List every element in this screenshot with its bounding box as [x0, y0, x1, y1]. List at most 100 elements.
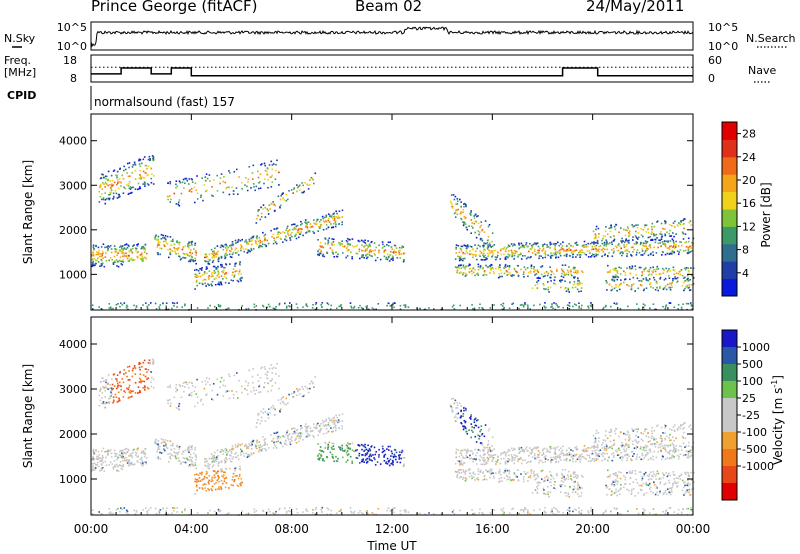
- power-echo-point: [170, 249, 173, 252]
- power-echo-point: [276, 227, 279, 229]
- power-echo-point: [677, 253, 680, 255]
- power-echo-point: [616, 275, 618, 278]
- power-echo-point: [657, 289, 659, 292]
- power-echo-point: [511, 303, 513, 305]
- power-echo-point: [601, 255, 603, 258]
- velocity-echo-point: [355, 457, 358, 459]
- power-echo-point: [483, 248, 486, 251]
- velocity-echo-point: [457, 449, 460, 451]
- velocity-echo-point: [358, 444, 361, 447]
- power-colorbar-swatch: [722, 191, 737, 210]
- power-echo-point: [682, 250, 685, 252]
- power-echo-point: [175, 186, 177, 189]
- velocity-echo-point: [112, 466, 115, 469]
- power-echo-point: [212, 250, 214, 253]
- power-echo-point: [131, 172, 134, 174]
- velocity-echo-point: [120, 467, 123, 470]
- velocity-echo-point: [129, 389, 132, 392]
- power-echo-point: [326, 251, 328, 254]
- power-echo-point: [479, 237, 482, 240]
- power-echo-point: [167, 182, 169, 184]
- velocity-echo-point: [510, 447, 513, 450]
- velocity-echo-point: [234, 444, 237, 446]
- power-echo-point: [348, 238, 350, 241]
- velocity-echo-point: [175, 407, 178, 409]
- velocity-echo-point: [139, 368, 141, 371]
- power-echo-point: [600, 248, 603, 251]
- power-echo-point: [109, 180, 111, 182]
- power-echo-point: [191, 252, 194, 255]
- velocity-echo-point: [552, 459, 554, 461]
- velocity-echo-point: [143, 387, 146, 389]
- power-echo-point: [669, 288, 672, 291]
- power-echo-point: [103, 183, 106, 185]
- velocity-echo-point: [454, 420, 457, 422]
- velocity-echo-point: [111, 383, 114, 386]
- power-echo-point: [479, 238, 482, 241]
- velocity-echo-point: [196, 478, 199, 481]
- power-echo-point: [307, 221, 310, 223]
- power-echo-point: [537, 245, 540, 248]
- power-echo-point: [681, 275, 684, 277]
- power-echo-point: [126, 305, 129, 308]
- velocity-echo-point: [132, 449, 134, 452]
- power-echo-point: [579, 283, 581, 285]
- velocity-echo-point: [159, 451, 161, 454]
- velocity-echo-point: [465, 409, 467, 412]
- power-echo-point: [676, 277, 679, 279]
- power-echo-point: [624, 239, 627, 242]
- velocity-echo-point: [375, 451, 377, 453]
- velocity-echo-point: [225, 456, 227, 459]
- velocity-echo-point: [549, 448, 552, 450]
- velocity-echo-point: [481, 434, 483, 436]
- power-echo-point: [91, 254, 93, 257]
- velocity-echo-point: [595, 453, 598, 455]
- power-echo-point: [277, 231, 279, 234]
- power-echo-point: [331, 217, 334, 220]
- velocity-echo-point: [220, 376, 223, 379]
- velocity-echo-point: [174, 455, 177, 458]
- power-echo-point: [690, 305, 693, 307]
- velocity-echo-point: [336, 420, 338, 423]
- power-echo-point: [101, 254, 104, 257]
- power-echo-point: [656, 221, 658, 223]
- power-echo-point: [293, 226, 296, 229]
- velocity-echo-point: [108, 401, 111, 403]
- power-echo-point: [295, 237, 298, 240]
- velocity-echo-point: [600, 453, 603, 455]
- power-echo-point: [212, 179, 215, 181]
- date-label: 24/May/2011: [586, 0, 685, 15]
- power-echo-point: [205, 260, 207, 263]
- velocity-echo-point: [189, 464, 191, 466]
- power-echo-point: [245, 177, 247, 179]
- power-echo-point: [618, 288, 621, 291]
- velocity-echo-point: [474, 424, 477, 427]
- velocity-echo-point: [460, 409, 462, 412]
- velocity-echo-point: [92, 456, 94, 458]
- power-echo-point: [104, 202, 106, 205]
- power-echo-point: [144, 172, 147, 174]
- power-echo-point: [546, 274, 549, 277]
- velocity-echo-point: [188, 459, 191, 462]
- power-echo-point: [288, 190, 290, 192]
- power-echo-point: [111, 180, 114, 182]
- power-echo-point: [171, 307, 173, 310]
- velocity-echo-point: [117, 397, 120, 400]
- power-echo-point: [395, 254, 397, 256]
- velocity-echo-point: [518, 451, 521, 454]
- velocity-echo-point: [574, 455, 576, 457]
- velocity-echo-point: [662, 447, 665, 449]
- velocity-echo-point: [488, 454, 490, 456]
- power-echo-point: [220, 283, 223, 286]
- power-echo-point: [645, 279, 648, 281]
- velocity-echo-point: [140, 452, 143, 454]
- power-echo-point: [105, 198, 108, 200]
- power-echo-point: [536, 268, 539, 271]
- velocity-echo-point: [138, 361, 141, 364]
- power-echo-point: [649, 307, 651, 310]
- velocity-echo-point: [606, 446, 608, 448]
- velocity-echo-point: [376, 461, 379, 463]
- velocity-echo-point: [640, 458, 642, 461]
- velocity-echo-point: [623, 445, 626, 448]
- power-echo-point: [346, 245, 349, 248]
